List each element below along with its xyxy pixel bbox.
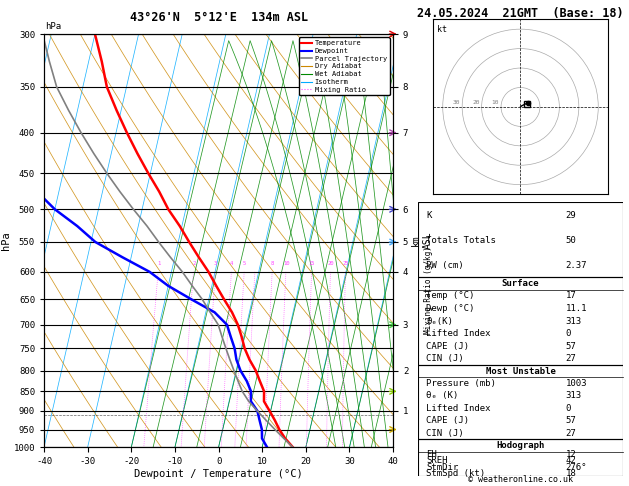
Text: 313: 313 <box>565 316 582 326</box>
Text: 1003: 1003 <box>565 379 587 388</box>
Text: Pressure (mb): Pressure (mb) <box>426 379 496 388</box>
Text: Lifted Index: Lifted Index <box>426 329 491 338</box>
Text: Surface: Surface <box>502 279 539 288</box>
Text: kt: kt <box>437 25 447 34</box>
Text: 3: 3 <box>214 261 217 266</box>
Bar <box>418 439 623 476</box>
Text: 8: 8 <box>270 261 274 266</box>
Text: 27: 27 <box>565 354 576 363</box>
Bar <box>418 202 623 277</box>
Text: CAPE (J): CAPE (J) <box>426 416 469 425</box>
X-axis label: Dewpoint / Temperature (°C): Dewpoint / Temperature (°C) <box>134 469 303 479</box>
Text: 12: 12 <box>565 450 576 459</box>
Text: 24.05.2024  21GMT  (Base: 18): 24.05.2024 21GMT (Base: 18) <box>417 7 624 20</box>
Text: 11.1: 11.1 <box>565 304 587 313</box>
Text: StmDir: StmDir <box>426 463 459 471</box>
Text: © weatheronline.co.uk: © weatheronline.co.uk <box>468 474 573 484</box>
Y-axis label: hPa: hPa <box>1 231 11 250</box>
Text: 25: 25 <box>342 261 349 266</box>
Text: 5: 5 <box>243 261 246 266</box>
Text: 0: 0 <box>565 329 571 338</box>
Text: PW (cm): PW (cm) <box>426 261 464 270</box>
Text: Mixing Ratio (g/kg): Mixing Ratio (g/kg) <box>423 246 433 334</box>
Text: SREH: SREH <box>426 456 448 465</box>
Text: Totals Totals: Totals Totals <box>426 236 496 245</box>
Text: 0: 0 <box>565 404 571 413</box>
Text: CIN (J): CIN (J) <box>426 429 464 437</box>
Text: θₑ (K): θₑ (K) <box>426 391 459 400</box>
Text: 57: 57 <box>565 416 576 425</box>
Text: θₑ(K): θₑ(K) <box>426 316 454 326</box>
Text: 10: 10 <box>492 100 499 105</box>
Text: 27: 27 <box>565 429 576 437</box>
Text: K: K <box>426 211 432 220</box>
Text: StmSpd (kt): StmSpd (kt) <box>426 469 486 478</box>
Text: 29: 29 <box>565 211 576 220</box>
Text: 1: 1 <box>157 261 160 266</box>
Text: 17: 17 <box>565 291 576 300</box>
Text: 42: 42 <box>565 456 576 465</box>
Text: 10: 10 <box>283 261 289 266</box>
Text: 57: 57 <box>565 342 576 351</box>
Text: 20: 20 <box>472 100 480 105</box>
Text: 50: 50 <box>565 236 576 245</box>
Text: Lifted Index: Lifted Index <box>426 404 491 413</box>
Text: 2.37: 2.37 <box>565 261 587 270</box>
Text: CIN (J): CIN (J) <box>426 354 464 363</box>
Text: 30: 30 <box>453 100 460 105</box>
Text: Dewp (°C): Dewp (°C) <box>426 304 475 313</box>
Text: Hodograph: Hodograph <box>496 441 545 450</box>
Text: Temp (°C): Temp (°C) <box>426 291 475 300</box>
Text: Most Unstable: Most Unstable <box>486 367 555 376</box>
Text: 20: 20 <box>327 261 334 266</box>
Y-axis label: km
ASL: km ASL <box>411 232 433 249</box>
Text: 2: 2 <box>192 261 196 266</box>
Text: 15: 15 <box>309 261 315 266</box>
Text: 43°26'N  5°12'E  134m ASL: 43°26'N 5°12'E 134m ASL <box>130 11 308 23</box>
Text: hPa: hPa <box>45 22 62 31</box>
Legend: Temperature, Dewpoint, Parcel Trajectory, Dry Adiabat, Wet Adiabat, Isotherm, Mi: Temperature, Dewpoint, Parcel Trajectory… <box>299 37 389 95</box>
Text: EH: EH <box>426 450 437 459</box>
Bar <box>418 277 623 365</box>
Text: CAPE (J): CAPE (J) <box>426 342 469 351</box>
Text: 4: 4 <box>230 261 233 266</box>
Text: 313: 313 <box>565 391 582 400</box>
Text: 276°: 276° <box>565 463 587 471</box>
Text: 18: 18 <box>565 469 576 478</box>
Bar <box>418 365 623 439</box>
